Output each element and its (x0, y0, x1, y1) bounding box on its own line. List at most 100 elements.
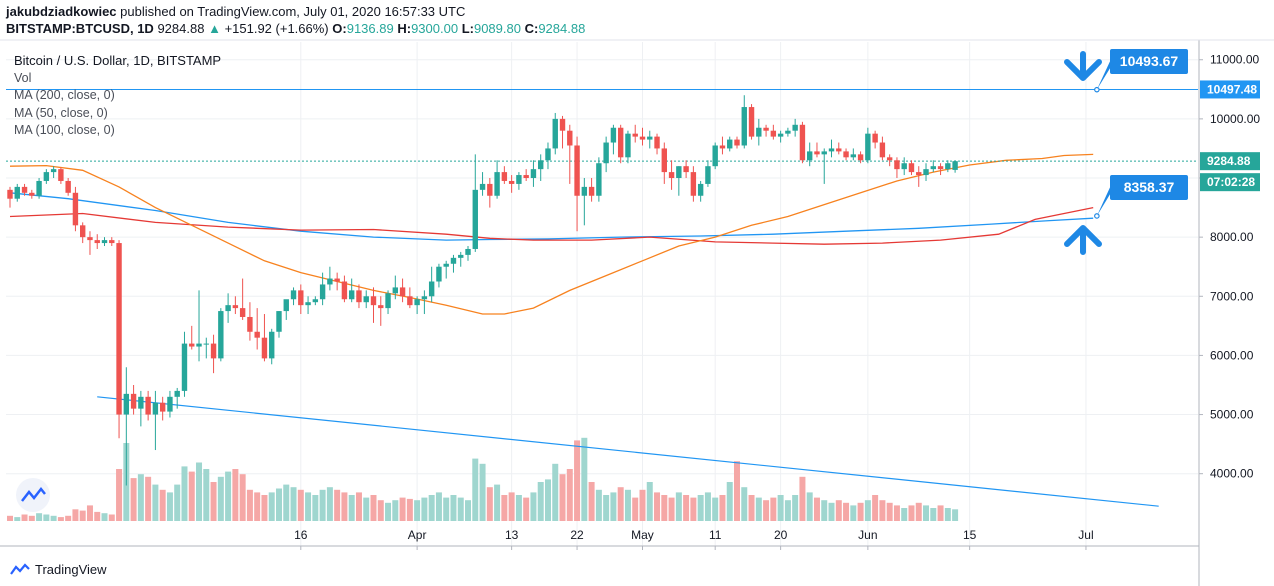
volume-bar (581, 437, 588, 521)
volume-bar (79, 510, 86, 521)
candle-body (617, 127, 624, 158)
tradingview-footer[interactable]: TradingView (10, 558, 107, 580)
volume-bar (603, 495, 610, 521)
candle-body (101, 240, 108, 244)
volume-bar (348, 495, 355, 521)
x-tick-label: 22 (570, 528, 584, 542)
legend-ma100[interactable]: MA (100, close, 0) (14, 123, 115, 137)
candle-body (356, 290, 362, 303)
last-price-tag-bg (1200, 152, 1260, 171)
candle-body (407, 296, 413, 306)
legend-title[interactable]: Bitcoin / U.S. Dollar, 1D, BITSTAMP (14, 53, 222, 68)
volume-bar (145, 476, 152, 521)
axis-labels: 4000.005000.006000.007000.008000.009000.… (294, 53, 1260, 550)
x-tick-label: May (631, 528, 654, 542)
legend-ma200[interactable]: MA (200, close, 0) (14, 88, 115, 102)
candle-body (174, 390, 180, 397)
volume-bar (755, 497, 762, 521)
volume-bar (952, 509, 959, 521)
candle-body (189, 343, 195, 347)
volume-bar (21, 514, 28, 521)
candle-body (436, 266, 442, 282)
candle-body (785, 130, 791, 134)
x-tick-label: 16 (294, 528, 308, 542)
candle-body (341, 281, 348, 300)
candle-body (516, 175, 522, 184)
candle-body (123, 393, 130, 415)
candle-body (138, 396, 144, 409)
callout-bottom-label-pointer (1096, 183, 1112, 216)
candle-body (770, 130, 777, 137)
last-price: 9284.88 (157, 21, 205, 36)
volume-bar (290, 487, 297, 521)
candle-body (559, 118, 566, 131)
volume-bar (254, 492, 261, 521)
candle-body (36, 180, 42, 196)
candle-body (218, 311, 224, 359)
candle-body (130, 393, 137, 409)
open-value: 9136.89 (346, 21, 394, 36)
candle-body (348, 290, 355, 300)
volume-bar (239, 474, 246, 521)
volume-bar (632, 497, 639, 521)
legend-vol[interactable]: Vol (14, 70, 32, 85)
volume-bar (813, 497, 820, 521)
chart-header: jakubdziadkowiec published on TradingVie… (6, 3, 585, 37)
candle-body (705, 166, 711, 184)
volume-bar (777, 495, 784, 521)
candle-body (952, 161, 958, 170)
candle-body (916, 172, 922, 176)
volume-bars (7, 437, 959, 521)
symbol-label[interactable]: BITSTAMP:BTCUSD, 1D (6, 21, 154, 36)
volume-bar (675, 492, 682, 521)
candle-body (225, 305, 231, 312)
volume-bar (188, 471, 195, 521)
legend-ma50[interactable]: MA (50, close, 0) (14, 105, 108, 120)
volume-bar (748, 495, 755, 521)
candle-body (850, 154, 857, 158)
volume-bar (50, 515, 57, 521)
volume-bar (872, 495, 879, 521)
volume-bar (305, 492, 312, 521)
x-tick-label: 15 (963, 528, 977, 542)
candle-body (254, 331, 260, 338)
volume-bar (806, 492, 813, 521)
volume-bar (435, 492, 442, 521)
callout-bottom-label: 8358.37 (1124, 179, 1175, 195)
volume-bar (734, 461, 740, 521)
candle-body (712, 145, 718, 167)
candle-body (385, 293, 391, 309)
volume-bar (166, 492, 173, 521)
candle-body (269, 331, 275, 359)
candle-body (196, 343, 202, 347)
candle-body (763, 127, 769, 131)
candle-body (661, 148, 667, 173)
volume-bar (341, 492, 348, 521)
volume-bar (326, 487, 333, 521)
candle-body (450, 257, 457, 264)
x-tick-label: Jul (1078, 528, 1093, 542)
candle-body (370, 296, 377, 306)
volume-bar (697, 495, 704, 521)
candle-body (87, 237, 93, 241)
low-value: 9089.80 (473, 21, 521, 36)
candle-body (647, 136, 653, 140)
candle-body (792, 124, 798, 131)
volume-bar (850, 505, 857, 521)
candle-body (363, 296, 369, 303)
candle-body (50, 169, 57, 173)
author-name[interactable]: jakubdziadkowiec (6, 4, 117, 19)
y-tick-label: 6000.00 (1210, 348, 1254, 362)
volume-bar (94, 511, 101, 521)
candle-body (639, 136, 646, 140)
volume-bar (646, 482, 653, 521)
volume-bar (43, 514, 50, 521)
callout-top-label-box (1110, 49, 1188, 74)
volume-bar (370, 495, 377, 521)
published-text: published on TradingView.com, July 01, 2… (120, 4, 466, 19)
candle-body (625, 133, 631, 158)
volume-bar (661, 495, 668, 521)
volume-bar (690, 497, 697, 521)
callout-bottom-label-box (1110, 175, 1188, 200)
